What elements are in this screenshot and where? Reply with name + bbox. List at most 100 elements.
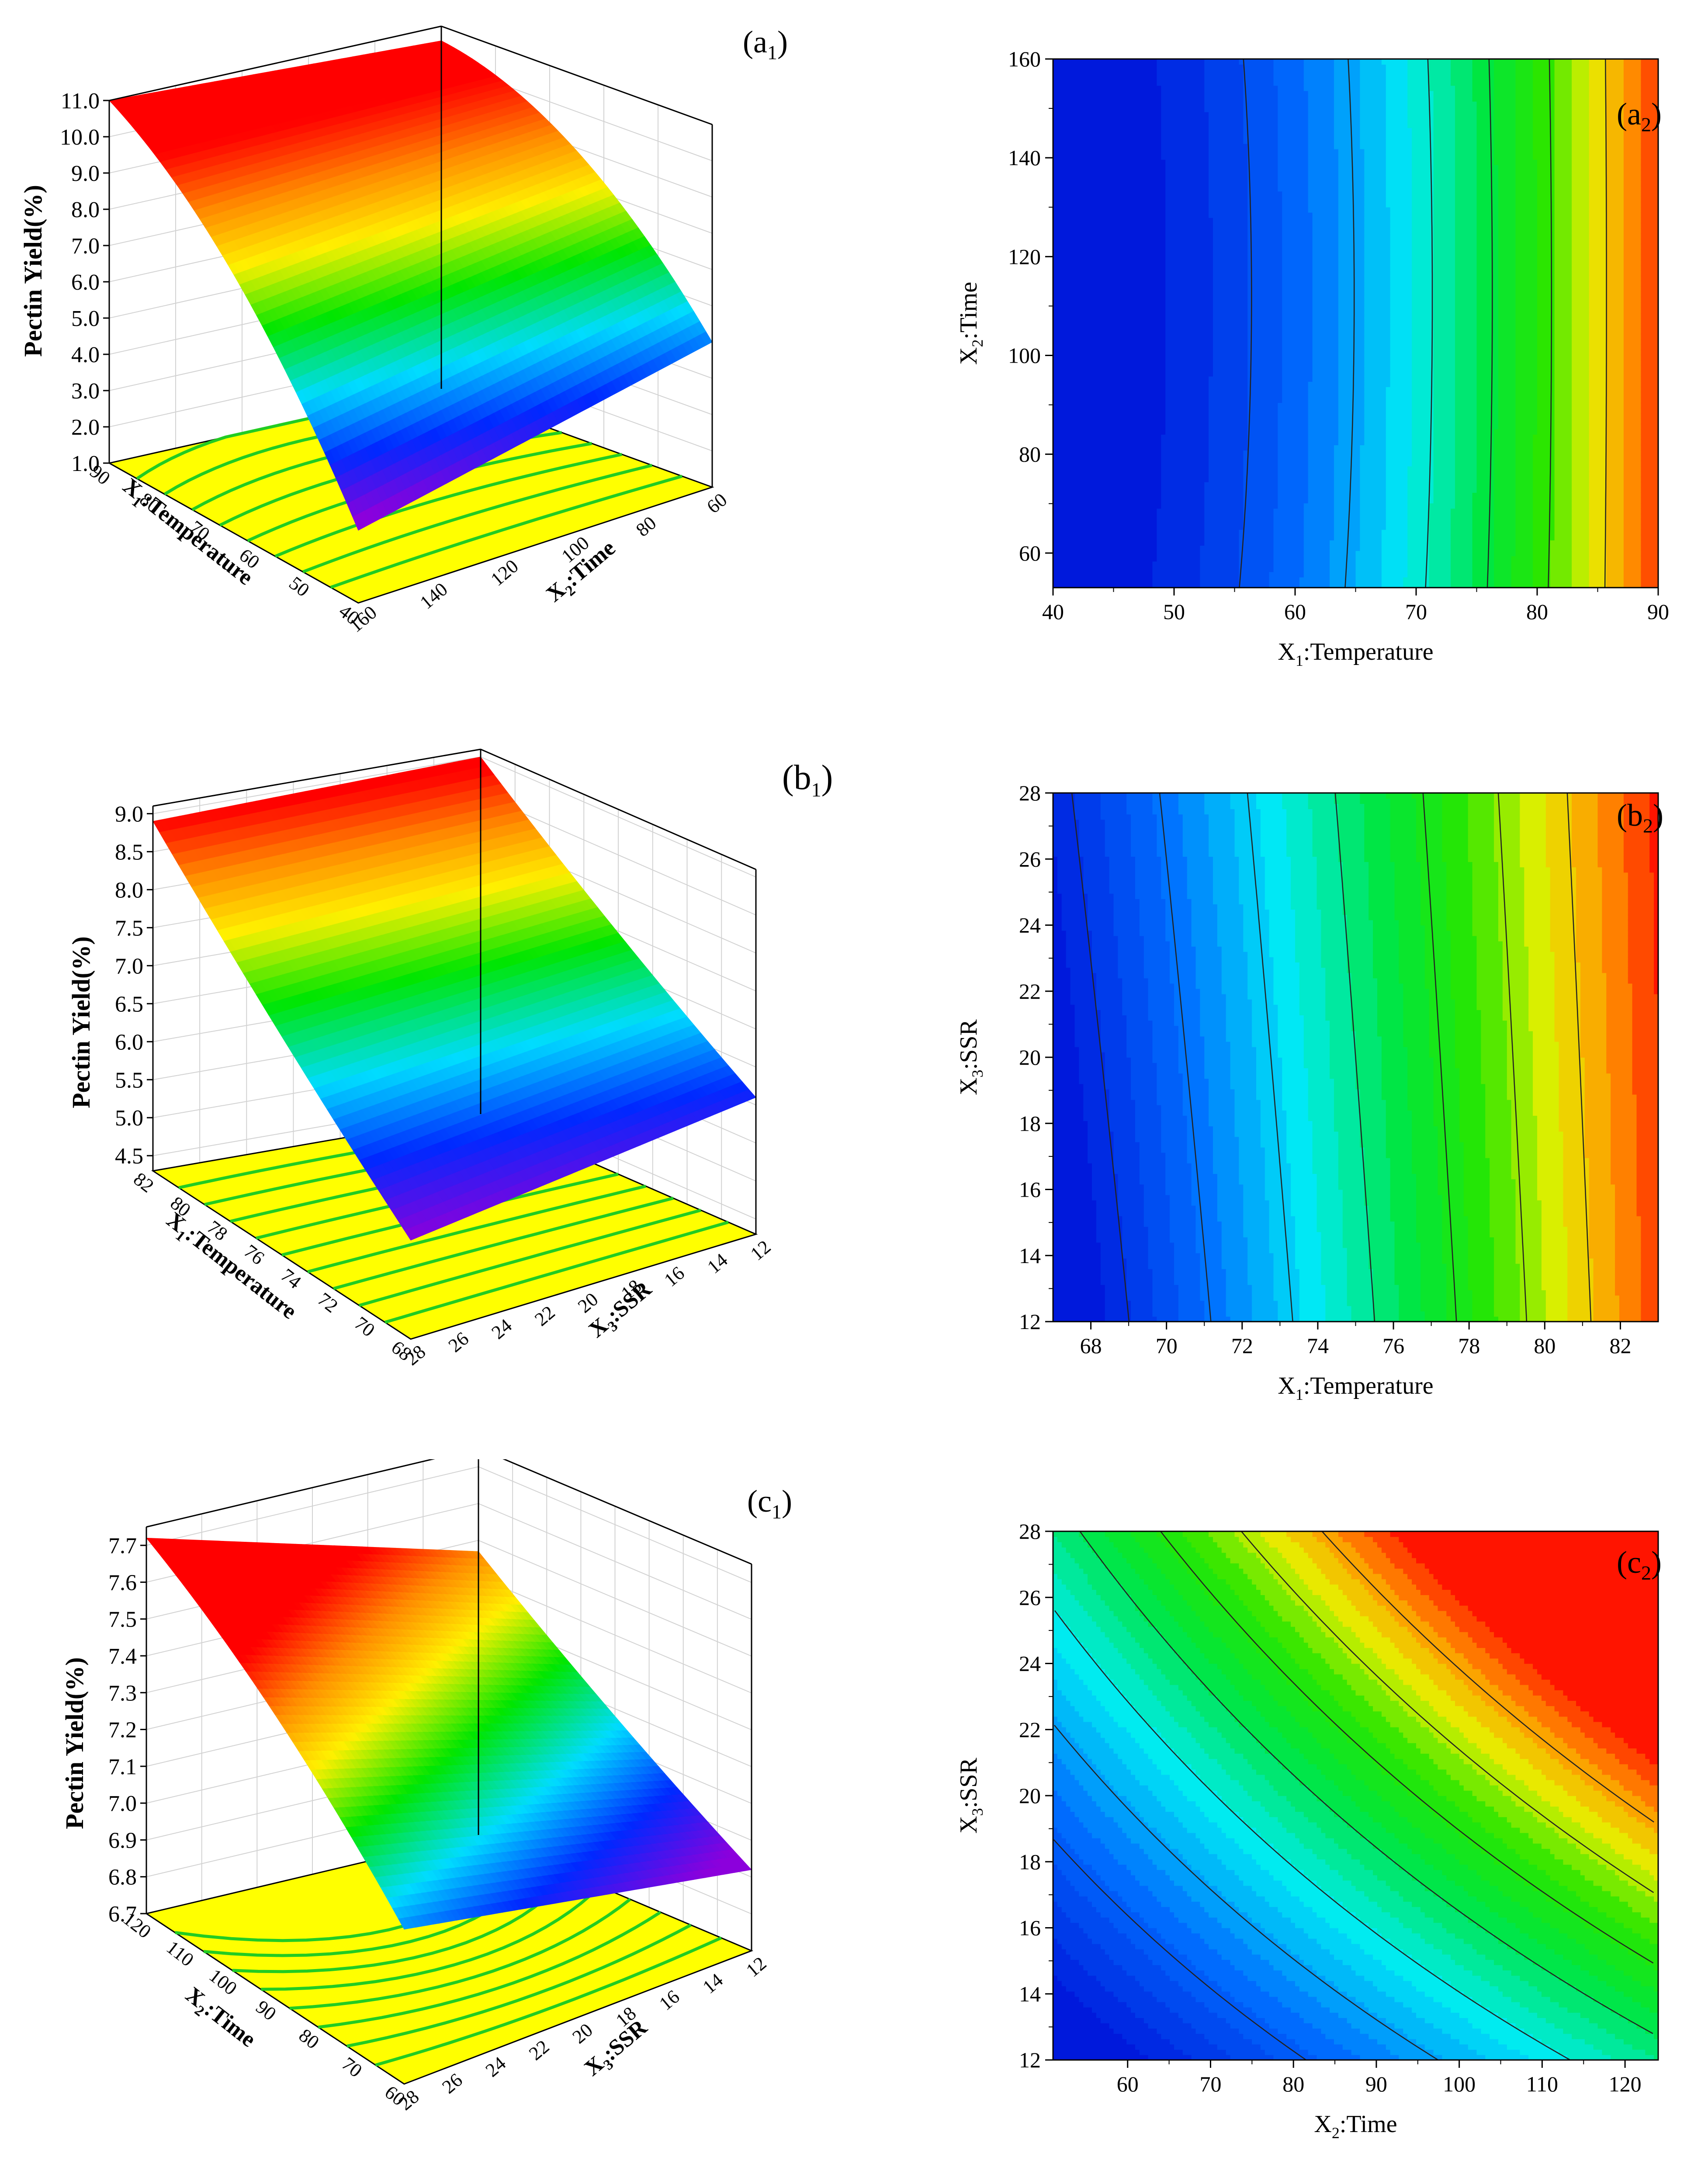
y-tick-label: 140 <box>1008 145 1041 170</box>
contour-line <box>1566 793 1592 1322</box>
x-tick-label: 70 <box>1405 599 1427 624</box>
y-tick-label: 12 <box>1019 1309 1041 1334</box>
contour-plot-c2: 60 70 80 90 100 110 120 12 14 16 18 20 22 24 26 28 X2:Ti… <box>955 1519 1659 2142</box>
z-axis-label: Pectin Yield(%) <box>60 1657 89 1829</box>
contour-lines <box>1053 1531 1654 2061</box>
contour-line <box>1160 1531 1654 1964</box>
y-tick-label: 18 <box>1019 1849 1041 1874</box>
z-tick-label: 7.6 <box>108 1570 137 1595</box>
x-tick-label: 90 <box>1647 599 1669 624</box>
floor-contour-line <box>346 1924 692 2048</box>
x-tick-label: 74 <box>1307 1333 1329 1358</box>
response-surface <box>146 1537 752 1930</box>
x-tick-label: 70 <box>350 1312 379 1341</box>
x-tick-label: 110 <box>1526 2072 1558 2096</box>
surface-plot-c1: 6.7 6.8 6.9 7.0 7.1 7.2 7.3 7.4 7.5 7.6 7.7 Pectin … <box>60 1459 770 2115</box>
y-tick-label: 12 <box>742 1952 770 1981</box>
floor-contour-line <box>359 1208 701 1307</box>
floor-contour-line <box>302 464 653 574</box>
response-surface <box>152 756 756 1241</box>
contour-line <box>1497 793 1528 1322</box>
y-tick-label: 160 <box>1008 47 1041 71</box>
z-tick-label: 6.5 <box>115 992 143 1017</box>
x-tick-label: 80 <box>1534 1333 1556 1358</box>
contour-line <box>1604 59 1607 588</box>
y-tick-label: 24 <box>488 1315 516 1343</box>
y-tick-label: 20 <box>574 1288 602 1317</box>
contour-fill <box>1053 793 1659 1322</box>
z-axis-ticks: 6.7 6.8 6.9 7.0 7.1 7.2 7.3 7.4 7.5 7.6 7.7 <box>108 1534 146 1927</box>
y-tick-label: 80 <box>1019 442 1041 467</box>
z-axis-ticks: 1.0 2.0 3.0 4.0 5.0 6.0 7.0 8.0 9.0 10.0 11.0 <box>60 89 109 476</box>
z-tick-label: 7.0 <box>115 954 143 979</box>
z-tick-label: 6.0 <box>71 270 100 295</box>
z-tick-label: 5.5 <box>115 1068 143 1093</box>
z-tick-label: 9.0 <box>115 802 143 827</box>
contour-line <box>1159 793 1212 1322</box>
y-axis-label: X2:Time <box>955 282 986 365</box>
z-axis-ticks: 4.5 5.0 5.5 6.0 6.5 7.0 7.5 8.0 8.5 9.0 <box>115 802 153 1169</box>
x-tick-label: 82 <box>1609 1333 1631 1358</box>
response-surface <box>109 40 713 531</box>
y-tick-label: 14 <box>703 1249 731 1278</box>
floor-contour-line <box>333 1197 674 1290</box>
z-tick-label: 5.0 <box>71 306 100 331</box>
frame-top-right <box>502 1459 752 1565</box>
contour-line <box>1425 59 1433 588</box>
y-tick-label: 22 <box>530 1302 559 1330</box>
z-tick-label: 3.0 <box>71 379 100 404</box>
z-tick-label: 7.0 <box>108 1791 137 1816</box>
y-axis-ticks: 60 80 100 120 140 160 <box>1008 47 1053 565</box>
x-tick-label: 78 <box>1458 1333 1480 1358</box>
z-tick-label: 8.5 <box>115 840 143 865</box>
floor-contour-line <box>318 1911 662 2029</box>
z-tick-label: 11.0 <box>61 89 100 114</box>
y-tick-label: 20 <box>568 2019 597 2048</box>
y-tick-label: 18 <box>1019 1111 1041 1135</box>
z-tick-label: 10.0 <box>60 125 100 150</box>
y-tick-label: 24 <box>482 2053 510 2081</box>
frame-top-right <box>480 748 756 870</box>
x-axis-ticks: 68 70 72 74 76 78 80 82 <box>1080 1322 1631 1358</box>
y-tick-label: 14 <box>699 1969 727 1998</box>
frame <box>146 1459 752 1951</box>
frame <box>152 748 757 1234</box>
z-tick-label: 5.0 <box>115 1106 143 1131</box>
y-tick-label: 60 <box>1019 541 1041 565</box>
z-tick-label: 6.9 <box>108 1828 137 1853</box>
x-tick-label: 90 <box>252 1996 281 2025</box>
y-tick-label: 14 <box>1019 1243 1041 1268</box>
z-tick-label: 7.2 <box>108 1718 137 1743</box>
z-tick-label: 2.0 <box>71 415 100 440</box>
x-axis-label: X2:Time <box>1314 2111 1397 2142</box>
surface-plot-b1: 4.5 5.0 5.5 6.0 6.5 7.0 7.5 8.0 8.5 9.0 Pectin Yie… <box>67 748 775 1370</box>
z-tick-label: 6.0 <box>115 1030 143 1055</box>
y-tick-label: 26 <box>444 1328 473 1357</box>
y-axis-label: X3:SSR <box>955 1758 986 1834</box>
panel-b2: 68 70 72 74 76 78 80 82 12 14 16 18 20 22 24 26 28 X1:Tem… <box>939 734 1708 1433</box>
z-tick-label: 8.0 <box>71 197 100 222</box>
y-tick-label: 120 <box>487 555 523 590</box>
z-tick-label: 7.5 <box>108 1607 137 1632</box>
y-axis-label: X3:SSR <box>580 2015 655 2084</box>
floor-contour-line <box>307 1184 646 1274</box>
y-tick-label: 16 <box>660 1262 689 1291</box>
panel-label-b2: (b2) <box>1617 797 1663 837</box>
frame-top-left <box>109 25 442 101</box>
contour-line <box>1548 59 1552 588</box>
contour-line <box>1247 793 1293 1322</box>
contour-line <box>1422 793 1457 1322</box>
contour-fill <box>1053 59 1659 588</box>
z-tick-label: 7.5 <box>115 916 143 941</box>
contour-line <box>1071 793 1130 1322</box>
y-tick-label: 28 <box>1019 1519 1041 1544</box>
floor-contour-line <box>274 453 623 558</box>
x-tick-label: 100 <box>1443 2072 1476 2096</box>
panel-a1: 1.0 2.0 3.0 4.0 5.0 6.0 7.0 8.0 9.0 10.0 11.0 Pecti… <box>0 0 852 668</box>
floor-contour-line <box>261 1885 601 1991</box>
contour-line <box>1344 59 1355 588</box>
y-axis-label: X3:SSR <box>955 1019 986 1095</box>
contour-line <box>1053 1839 1306 2061</box>
contour-line <box>1054 1724 1439 2061</box>
panel-label-c2: (c2) <box>1617 1544 1662 1584</box>
